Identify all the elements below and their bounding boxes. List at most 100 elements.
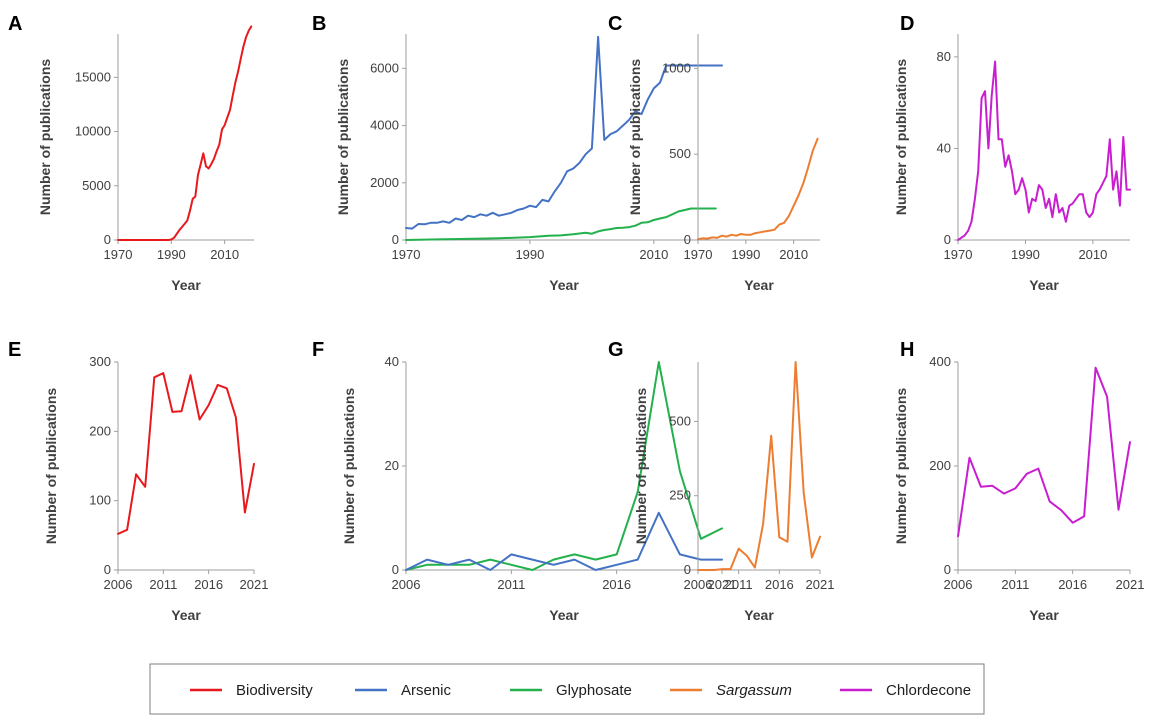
y-axis-label: Number of publications bbox=[37, 59, 53, 216]
panel-label: B bbox=[312, 13, 326, 35]
x-axis-label: Year bbox=[171, 277, 201, 293]
panel-d: D 0 40 80 1970 1990 2010 Year Number of publicat… bbox=[893, 13, 1131, 293]
series-line-sargassum bbox=[697, 137, 819, 241]
x-tick-label: 1990 bbox=[515, 247, 544, 262]
panel-label: A bbox=[8, 13, 22, 35]
x-tick-label: 1990 bbox=[157, 247, 186, 262]
x-tick-label: 1990 bbox=[1011, 247, 1040, 262]
y-tick-label: 0 bbox=[684, 562, 691, 577]
x-tick-label: 2011 bbox=[497, 577, 525, 592]
series-line-arsenic bbox=[405, 511, 723, 571]
y-axis-label: Number of publications bbox=[633, 388, 649, 545]
y-tick-label: 40 bbox=[385, 354, 399, 369]
x-tick-label: 2010 bbox=[210, 247, 239, 262]
y-tick-label: 10000 bbox=[75, 124, 111, 139]
x-tick-label: 2010 bbox=[779, 247, 808, 262]
y-axis-label: Number of publications bbox=[893, 388, 909, 545]
x-tick-label: 2011 bbox=[1001, 577, 1029, 592]
y-tick-label: 0 bbox=[104, 232, 111, 247]
x-tick-label: 2011 bbox=[725, 577, 753, 592]
series-line-biodiversity bbox=[117, 25, 253, 241]
x-axis-label: Year bbox=[549, 607, 579, 623]
y-tick-label: 250 bbox=[669, 488, 691, 503]
x-tick-label: 2006 bbox=[944, 577, 973, 592]
panel-label: E bbox=[8, 339, 21, 361]
y-tick-label: 4000 bbox=[370, 118, 399, 133]
x-tick-label: 1970 bbox=[104, 247, 133, 262]
y-axis-label: Number of publications bbox=[893, 59, 909, 216]
y-axis-label: Number of publications bbox=[43, 388, 59, 545]
x-axis-label: Year bbox=[1029, 277, 1059, 293]
y-tick-label: 100 bbox=[89, 493, 111, 508]
y-tick-label: 2000 bbox=[370, 175, 399, 190]
x-tick-label: 1970 bbox=[392, 247, 421, 262]
series-line-chlordecone bbox=[957, 60, 1131, 241]
y-tick-label: 300 bbox=[89, 354, 111, 369]
x-tick-label: 2021 bbox=[1116, 577, 1145, 592]
x-tick-label: 1990 bbox=[731, 247, 760, 262]
legend-item-chlordecone: Chlordecone bbox=[840, 682, 971, 699]
panel-c: C 0 500 1000 1970 1990 2010 Year Number of publi… bbox=[608, 13, 820, 293]
y-tick-label: 200 bbox=[89, 423, 111, 438]
series-line-arsenic bbox=[405, 35, 723, 230]
y-tick-label: 200 bbox=[929, 458, 951, 473]
panel-label: G bbox=[608, 339, 624, 361]
x-tick-label: 2010 bbox=[1078, 247, 1107, 262]
y-tick-label: 5000 bbox=[82, 178, 111, 193]
panel-label: H bbox=[900, 339, 914, 361]
legend-item-arsenic: Arsenic bbox=[355, 682, 452, 699]
y-tick-label: 0 bbox=[944, 232, 951, 247]
x-tick-label: 2016 bbox=[602, 577, 631, 592]
y-tick-label: 15000 bbox=[75, 69, 111, 84]
panel-f: F 0 20 40 2006 2011 2016 2021 Year Number of publ… bbox=[312, 339, 736, 623]
x-axis-label: Year bbox=[744, 607, 774, 623]
y-tick-label: 0 bbox=[104, 562, 111, 577]
x-tick-label: 2006 bbox=[104, 577, 133, 592]
y-tick-label: 80 bbox=[937, 49, 951, 64]
y-axis-label: Number of publications bbox=[335, 59, 351, 216]
y-tick-label: 0 bbox=[392, 232, 399, 247]
x-tick-label: 2016 bbox=[765, 577, 794, 592]
x-tick-label: 2006 bbox=[392, 577, 421, 592]
series-line-glyphosate bbox=[405, 207, 717, 241]
x-axis-label: Year bbox=[744, 277, 774, 293]
x-tick-label: 2021 bbox=[806, 577, 835, 592]
x-tick-label: 2016 bbox=[1058, 577, 1087, 592]
panel-g: G 0 250 500 2006 2011 2016 2021 Year Number of pu… bbox=[608, 339, 834, 623]
y-tick-label: 500 bbox=[669, 413, 691, 428]
y-tick-label: 6000 bbox=[370, 60, 399, 75]
panel-label: F bbox=[312, 339, 324, 361]
y-tick-label: 40 bbox=[937, 140, 951, 155]
x-tick-label: 1970 bbox=[944, 247, 973, 262]
legend-label: Biodiversity bbox=[236, 682, 313, 699]
y-tick-label: 1000 bbox=[662, 60, 691, 75]
legend: Biodiversity Arsenic Glyphosate Sargassum Ch… bbox=[149, 663, 985, 715]
legend-label: Glyphosate bbox=[556, 682, 632, 699]
panel-label: D bbox=[900, 13, 914, 35]
panel-h: H 0 200 400 2006 2011 2016 2021 Year Number of pu… bbox=[893, 339, 1144, 623]
x-tick-label: 2006 bbox=[684, 577, 713, 592]
y-axis-label: Number of publications bbox=[341, 388, 357, 545]
x-tick-label: 2016 bbox=[194, 577, 223, 592]
x-axis-label: Year bbox=[171, 607, 201, 623]
legend-label: Sargassum bbox=[716, 682, 792, 699]
y-tick-label: 500 bbox=[669, 146, 691, 161]
series-line-biodiversity bbox=[117, 372, 255, 535]
panel-a: A 0 5000 10000 15000 1970 1990 2010 Year Number o… bbox=[8, 13, 254, 293]
y-tick-label: 0 bbox=[684, 232, 691, 247]
legend-label: Chlordecone bbox=[886, 682, 971, 699]
legend-label: Arsenic bbox=[401, 682, 452, 699]
series-line-sargassum bbox=[697, 361, 821, 571]
series-line-glyphosate bbox=[405, 361, 723, 571]
y-axis-label: Number of publications bbox=[627, 59, 643, 216]
panel-e: E 0 100 200 300 2006 2011 2016 2021 Year Number of… bbox=[8, 339, 268, 623]
x-tick-label: 2021 bbox=[708, 577, 737, 592]
y-tick-label: 20 bbox=[385, 458, 399, 473]
x-tick-label: 2010 bbox=[639, 247, 668, 262]
legend-item-biodiversity: Biodiversity bbox=[190, 682, 313, 699]
x-tick-label: 2021 bbox=[240, 577, 269, 592]
y-tick-label: 0 bbox=[392, 562, 399, 577]
panel-label: C bbox=[608, 13, 622, 35]
